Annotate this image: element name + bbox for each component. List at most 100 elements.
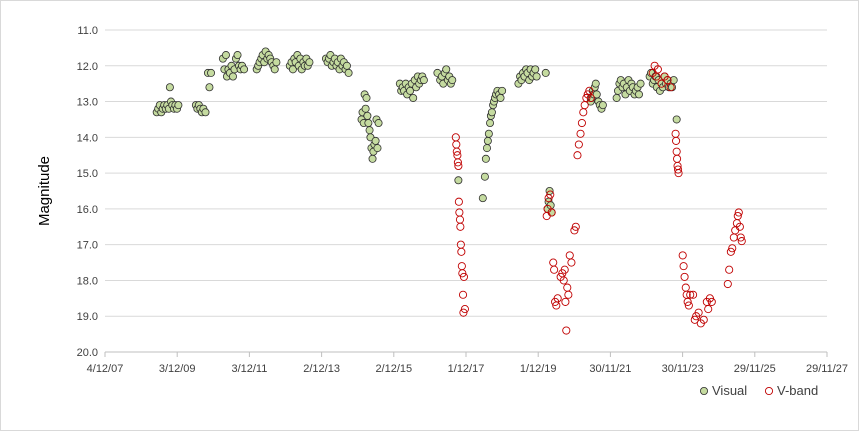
v-band-point <box>559 276 568 285</box>
visual-point <box>598 101 607 110</box>
v-band-point <box>457 247 466 256</box>
visual-point <box>478 194 487 203</box>
visual-point <box>362 93 371 102</box>
v-band-point <box>573 151 582 160</box>
v-band-point <box>725 265 734 274</box>
x-tick-label: 2/12/15 <box>375 363 412 375</box>
visual-point <box>272 58 281 67</box>
visual-point <box>442 65 451 74</box>
series-v-band <box>451 61 746 335</box>
v-band-point <box>561 297 570 306</box>
v-band-point <box>735 222 744 231</box>
v-band-point <box>564 290 573 299</box>
v-band-point <box>726 247 735 256</box>
v-band-point <box>454 161 463 171</box>
visual-point <box>531 65 540 74</box>
x-tick-label: 2/12/13 <box>303 363 340 375</box>
y-tick-label: 16.0 <box>77 204 98 216</box>
y-tick-label: 17.0 <box>77 240 98 252</box>
legend-label-visual: Visual <box>712 383 747 398</box>
visual-point <box>498 86 507 95</box>
visual-point <box>363 111 372 120</box>
visual-point <box>270 65 279 74</box>
x-tick-label: 30/11/23 <box>662 363 704 375</box>
visual-point <box>672 115 681 124</box>
visual-point <box>541 68 550 77</box>
visual-point <box>221 51 230 60</box>
v-band-point <box>674 169 683 178</box>
v-band-point <box>570 226 579 235</box>
visual-point <box>371 136 380 145</box>
visual-point <box>612 93 621 102</box>
y-axis-title: Magnitude <box>36 156 53 226</box>
v-band-point <box>582 93 591 103</box>
v-band-point <box>680 272 689 281</box>
v-band-point <box>683 297 692 306</box>
v-band-point <box>699 315 708 324</box>
visual-point <box>368 154 377 163</box>
visual-point <box>484 129 493 138</box>
plot-area <box>105 30 827 352</box>
v-band-point <box>737 237 746 246</box>
legend-marker-v-band <box>764 386 774 396</box>
visual-point <box>634 90 643 99</box>
y-tick-label: 11.0 <box>77 25 98 37</box>
visual-point <box>228 72 237 81</box>
v-band-point <box>458 290 468 299</box>
v-band-point <box>553 294 562 303</box>
v-band-point <box>454 197 463 206</box>
v-band-point <box>460 305 469 314</box>
visual-point <box>591 79 600 88</box>
v-band-point <box>694 308 703 317</box>
x-tick-label: 1/12/17 <box>448 363 485 375</box>
visual-point <box>487 108 496 117</box>
v-band-point <box>707 297 716 306</box>
x-tick-label: 1/12/19 <box>520 363 557 375</box>
x-tick-label: 30/11/21 <box>589 363 631 375</box>
v-band-point <box>574 140 583 149</box>
v-band-point <box>679 262 688 271</box>
x-tick-label: 3/12/09 <box>159 363 196 375</box>
visual-point <box>344 68 353 77</box>
visual-point <box>364 119 373 128</box>
v-band-point <box>704 305 713 314</box>
visual-point <box>207 68 216 77</box>
visual-point <box>481 154 490 163</box>
legend-marker-visual <box>700 386 709 395</box>
visual-point <box>240 65 249 74</box>
v-band-point <box>458 269 467 278</box>
v-band-point <box>586 93 595 103</box>
v-band-point <box>728 244 737 253</box>
y-tick-label: 19.0 <box>77 311 98 323</box>
v-band-point <box>736 233 745 242</box>
visual-point <box>636 79 645 88</box>
x-tick-label: 29/11/27 <box>806 363 848 375</box>
visual-point <box>482 144 491 153</box>
visual-point <box>165 83 174 92</box>
v-band-point <box>567 258 576 267</box>
v-band-point <box>544 194 553 203</box>
v-band-point <box>547 208 556 217</box>
visual-point <box>409 93 418 102</box>
visual-point <box>374 119 383 128</box>
v-band-point <box>456 222 465 231</box>
v-band-point <box>452 147 461 156</box>
v-band-point <box>453 158 462 167</box>
v-band-point <box>546 190 555 199</box>
v-band-point <box>571 222 580 231</box>
v-band-point <box>653 65 662 74</box>
visual-point <box>532 72 541 81</box>
y-tick-label: 15.0 <box>77 168 98 180</box>
v-band-point <box>733 211 742 221</box>
v-band-point <box>672 136 681 145</box>
v-band-point <box>577 118 586 128</box>
x-tick-label: 29/11/25 <box>734 363 776 375</box>
v-band-point <box>663 76 672 85</box>
x-tick-label: 4/12/07 <box>87 363 124 375</box>
v-band-point <box>686 290 695 299</box>
visual-point <box>448 76 457 85</box>
visual-point <box>288 65 297 74</box>
v-band-point <box>723 279 732 289</box>
